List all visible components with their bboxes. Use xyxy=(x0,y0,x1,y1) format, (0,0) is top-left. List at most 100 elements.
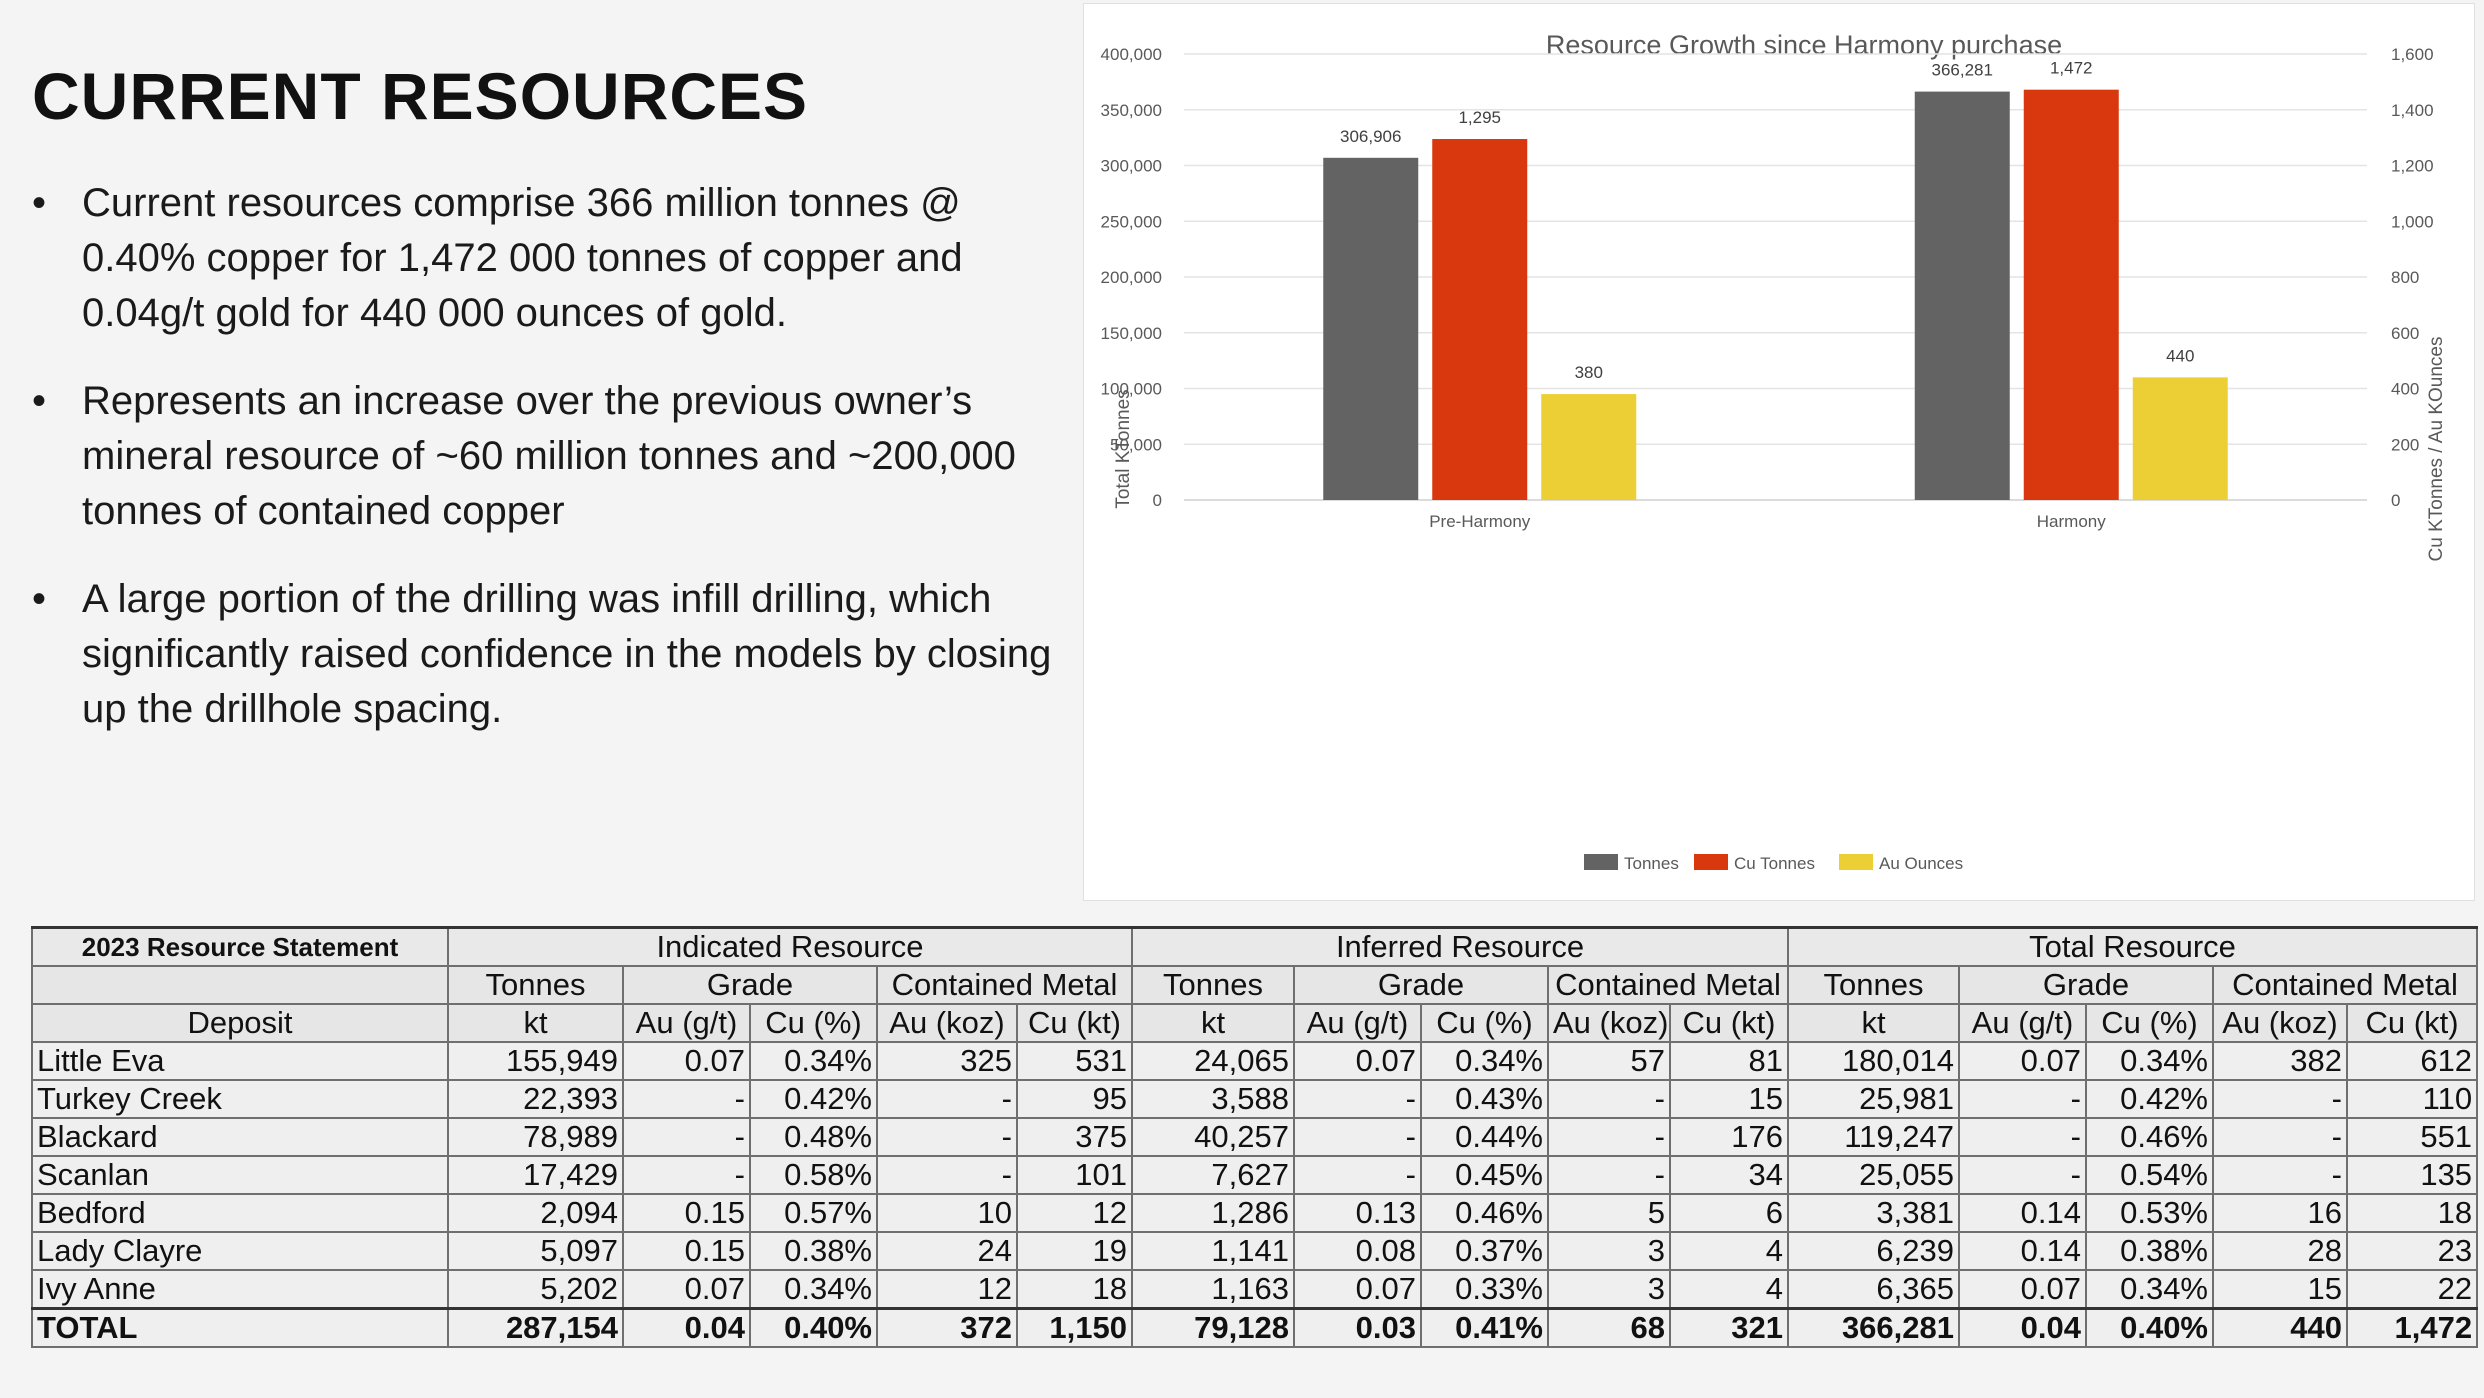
bullet-item: • Represents an increase over the previou… xyxy=(32,374,1052,539)
y-tick-label: 50,000 xyxy=(1110,435,1162,454)
value-cell: 22 xyxy=(2345,1269,2479,1310)
value-cell: - xyxy=(622,1117,751,1157)
y-tick-label: 0 xyxy=(1153,491,1162,510)
deposit-header: Deposit xyxy=(31,1003,449,1043)
y2-tick-label: 600 xyxy=(2391,324,2419,343)
value-cell: 24,065 xyxy=(1131,1041,1295,1081)
deposit-name-cell: Bedford xyxy=(31,1193,449,1233)
value-cell: 531 xyxy=(1016,1041,1133,1081)
value-cell: 1,163 xyxy=(1131,1269,1295,1310)
value-cell: - xyxy=(2212,1155,2348,1195)
value-cell: 0.40% xyxy=(749,1307,878,1348)
value-cell: - xyxy=(1547,1117,1671,1157)
value-cell: 1,286 xyxy=(1131,1193,1295,1233)
value-cell: 18 xyxy=(1016,1269,1133,1310)
value-cell: 0.46% xyxy=(1420,1193,1549,1233)
value-cell: - xyxy=(1547,1155,1671,1195)
unit-cell: Cu (kt) xyxy=(1016,1003,1133,1043)
value-cell: 12 xyxy=(1016,1193,1133,1233)
value-cell: 57 xyxy=(1547,1041,1671,1081)
value-cell: 0.37% xyxy=(1420,1231,1549,1271)
subgroup-grade: Grade xyxy=(1958,965,2214,1005)
deposit-name-cell: TOTAL xyxy=(31,1307,449,1348)
value-cell: 0.38% xyxy=(749,1231,878,1271)
unit-cell: Cu (%) xyxy=(749,1003,878,1043)
subgroup-tonnes: Tonnes xyxy=(1131,965,1295,1005)
unit-cell: Cu (kt) xyxy=(1669,1003,1789,1043)
value-cell: 0.34% xyxy=(2085,1269,2214,1310)
value-cell: 18 xyxy=(2345,1193,2479,1233)
y2-tick-label: 0 xyxy=(2391,491,2400,510)
bullet-text: A large portion of the drilling was infi… xyxy=(82,577,1052,731)
bullet-dot: • xyxy=(32,577,47,621)
table-row: Bedford 2,094 0.15 0.57% 10 12 1,286 0.13 0.46% 5… xyxy=(31,1193,2479,1233)
value-cell: 6,365 xyxy=(1787,1269,1960,1310)
value-cell: 6 xyxy=(1669,1193,1789,1233)
unit-cell: Cu (%) xyxy=(1420,1003,1549,1043)
table-caption: 2023 Resource Statement xyxy=(31,926,449,967)
chart-svg: Resource Growth since Harmony purchase T… xyxy=(1101,30,2447,873)
value-cell: 0.07 xyxy=(622,1269,751,1310)
value-cell: - xyxy=(1293,1079,1422,1119)
value-cell: 23 xyxy=(2345,1231,2479,1271)
unit-cell: Au (g/t) xyxy=(1293,1003,1422,1043)
value-cell: 0.44% xyxy=(1420,1117,1549,1157)
value-cell: 0.14 xyxy=(1958,1231,2087,1271)
subgroup-contained-metal: Contained Metal xyxy=(876,965,1133,1005)
value-cell: 0.14 xyxy=(1958,1193,2087,1233)
value-cell: 612 xyxy=(2345,1041,2479,1081)
value-cell: 0.34% xyxy=(749,1269,878,1310)
subgroup-grade: Grade xyxy=(622,965,878,1005)
y-tick-label: 250,000 xyxy=(1101,212,1162,231)
value-cell: - xyxy=(1293,1117,1422,1157)
value-cell: - xyxy=(876,1079,1018,1119)
value-cell: 24 xyxy=(876,1231,1018,1271)
chart-bars: 306,906 1,295 380 Pre-Harmony 366,281 1,472 44… xyxy=(1323,59,2228,531)
value-cell: 3,381 xyxy=(1787,1193,1960,1233)
deposit-name-cell: Turkey Creek xyxy=(31,1079,449,1119)
subgroup-contained-metal: Contained Metal xyxy=(1547,965,1789,1005)
value-cell: - xyxy=(2212,1117,2348,1157)
value-cell: 22,393 xyxy=(447,1079,624,1119)
value-cell: 0.13 xyxy=(1293,1193,1422,1233)
value-cell: 1,150 xyxy=(1016,1307,1133,1348)
value-cell: 95 xyxy=(1016,1079,1133,1119)
value-cell: 176 xyxy=(1669,1117,1789,1157)
data-label: 380 xyxy=(1575,363,1603,382)
value-cell: 325 xyxy=(876,1041,1018,1081)
deposit-name-cell: Scanlan xyxy=(31,1155,449,1195)
deposit-name-cell: Ivy Anne xyxy=(31,1269,449,1310)
x-tick-label: Pre-Harmony xyxy=(1429,512,1531,531)
value-cell: 0.43% xyxy=(1420,1079,1549,1119)
value-cell: - xyxy=(876,1117,1018,1157)
value-cell: 321 xyxy=(1669,1307,1789,1348)
bar-au-ounces xyxy=(1541,394,1637,500)
resource-statement-table-wrap: 2023 Resource Statement Indicated Resour… xyxy=(31,926,2479,1348)
value-cell: 119,247 xyxy=(1787,1117,1960,1157)
value-cell: 287,154 xyxy=(447,1307,624,1348)
value-cell: 375 xyxy=(1016,1117,1133,1157)
y2-tick-label: 200 xyxy=(2391,435,2419,454)
value-cell: - xyxy=(1293,1155,1422,1195)
legend-label: Au Ounces xyxy=(1879,854,1963,873)
value-cell: 15 xyxy=(1669,1079,1789,1119)
empty-header-cell xyxy=(31,965,449,1005)
table-total-row: TOTAL 287,154 0.04 0.40% 372 1,150 79,128 0.03 0… xyxy=(31,1307,2479,1348)
value-cell: 0.34% xyxy=(1420,1041,1549,1081)
value-cell: 0.34% xyxy=(749,1041,878,1081)
bullet-text: Represents an increase over the previous… xyxy=(82,379,1016,533)
unit-cell: Au (g/t) xyxy=(1958,1003,2087,1043)
bar-tonnes xyxy=(1323,157,1419,500)
y2-tick-label: 800 xyxy=(2391,268,2419,287)
unit-cell: kt xyxy=(1787,1003,1960,1043)
legend-swatch xyxy=(1694,854,1728,870)
value-cell: 0.41% xyxy=(1420,1307,1549,1348)
value-cell: 34 xyxy=(1669,1155,1789,1195)
bullet-list: • Current resources comprise 366 million … xyxy=(32,176,1052,770)
table-row: Lady Clayre 5,097 0.15 0.38% 24 19 1,141 0.08 0.… xyxy=(31,1231,2479,1271)
value-cell: - xyxy=(1958,1079,2087,1119)
value-cell: 2,094 xyxy=(447,1193,624,1233)
value-cell: 25,055 xyxy=(1787,1155,1960,1195)
unit-cell: Au (koz) xyxy=(2212,1003,2348,1043)
